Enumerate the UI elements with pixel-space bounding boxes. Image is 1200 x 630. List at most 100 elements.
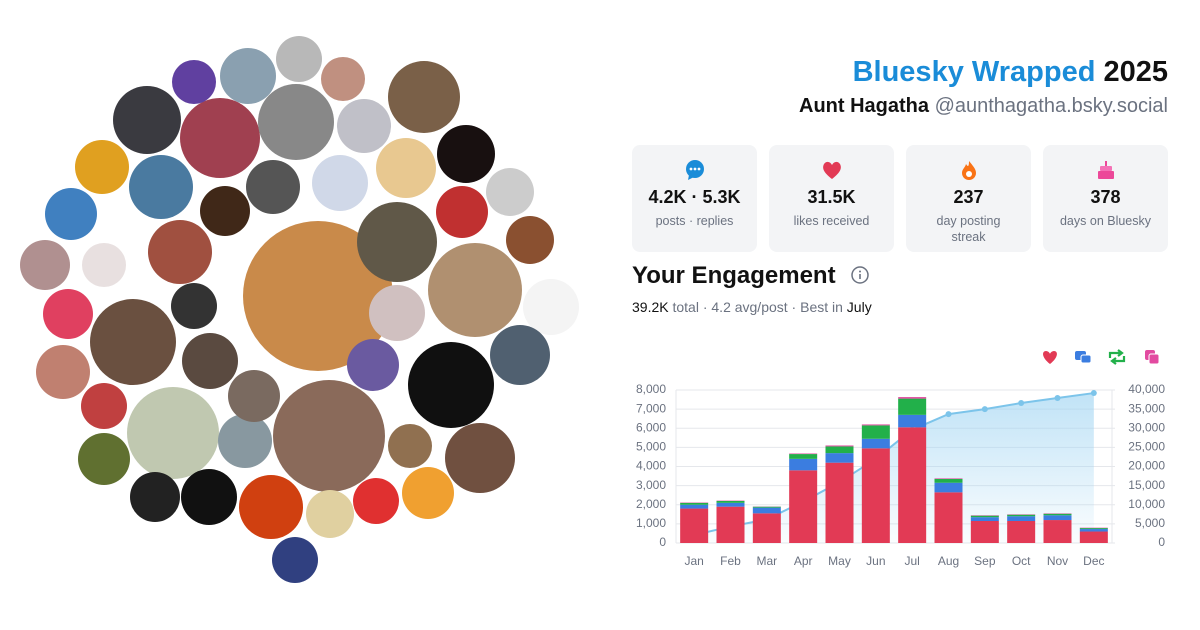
x-tick-label: Nov	[1047, 554, 1068, 568]
bar-segment	[970, 515, 999, 518]
avatar[interactable]	[376, 138, 436, 198]
avatar[interactable]	[182, 333, 238, 389]
bar-segment	[970, 517, 999, 522]
avatar[interactable]	[273, 380, 385, 492]
avatar[interactable]	[428, 243, 522, 337]
stat-icon	[685, 160, 704, 180]
y-tick-label: 1,000	[636, 516, 666, 530]
bar-segment	[680, 504, 709, 509]
x-tick-label: Dec	[1083, 554, 1104, 568]
point	[763, 516, 770, 523]
avatar[interactable]	[258, 84, 334, 160]
bar-segment	[861, 438, 890, 449]
avatar[interactable]	[357, 202, 437, 282]
x-tick-label: Mar	[756, 554, 777, 568]
avatar[interactable]	[181, 469, 237, 525]
avatar[interactable]	[130, 472, 180, 522]
avatar[interactable]	[437, 125, 495, 183]
y2-tick-label: 0	[1158, 535, 1165, 549]
legend-icon	[1108, 349, 1126, 365]
avatar[interactable]	[388, 61, 460, 133]
line	[693, 392, 1094, 536]
avatar[interactable]	[408, 342, 494, 428]
avatar[interactable]	[148, 220, 212, 284]
avatar[interactable]	[81, 383, 127, 429]
avatar[interactable]	[90, 299, 176, 385]
bar-segment	[861, 425, 890, 439]
avatar[interactable]	[171, 283, 217, 329]
avatar[interactable]	[523, 279, 579, 335]
bar-segment	[825, 453, 854, 463]
avatar[interactable]	[129, 155, 193, 219]
avatar[interactable]	[243, 221, 393, 371]
avatar[interactable]	[436, 186, 488, 238]
avatar[interactable]	[490, 325, 550, 385]
avatar[interactable]	[172, 60, 216, 104]
avatar[interactable]	[312, 155, 368, 211]
bar-segment	[970, 521, 999, 543]
avatar[interactable]	[486, 168, 534, 216]
bar-segment	[898, 397, 927, 399]
avatar[interactable]	[306, 490, 354, 538]
avatar[interactable]	[239, 475, 303, 539]
avatar[interactable]	[43, 289, 93, 339]
avatar[interactable]	[388, 424, 432, 468]
avatar[interactable]	[127, 387, 219, 479]
avatar[interactable]	[218, 414, 272, 468]
avatar[interactable]	[220, 48, 276, 104]
point	[1054, 395, 1061, 402]
avatar[interactable]	[36, 345, 90, 399]
bar-segment	[861, 424, 890, 426]
avatar[interactable]	[20, 240, 70, 290]
info-icon[interactable]	[850, 265, 870, 285]
bar-segment	[752, 507, 781, 514]
y-tick-label: 6,000	[636, 420, 666, 434]
avatar[interactable]	[445, 423, 515, 493]
avatar[interactable]	[75, 140, 129, 194]
legend-icon	[1075, 351, 1086, 360]
avatar[interactable]	[228, 370, 280, 422]
avatar[interactable]	[45, 188, 97, 240]
y2-tick-label: 40,000	[1128, 382, 1165, 396]
avatar[interactable]	[200, 186, 250, 236]
avatar[interactable]	[276, 36, 322, 82]
stat-card: 4.2K · 5.3K posts · replies	[632, 145, 757, 252]
avatar[interactable]	[337, 99, 391, 153]
y2-tick-label: 35,000	[1128, 401, 1165, 415]
avatar[interactable]	[402, 467, 454, 519]
avatar[interactable]	[180, 98, 260, 178]
bar-segment	[934, 492, 963, 543]
bar-segment	[789, 454, 818, 459]
avatar[interactable]	[321, 57, 365, 101]
avatar[interactable]	[347, 339, 399, 391]
y-tick-label: 5,000	[636, 440, 666, 454]
avatar[interactable]	[78, 433, 130, 485]
x-tick-label: Jan	[684, 554, 703, 568]
x-tick-label: May	[828, 554, 851, 568]
avatar[interactable]	[506, 216, 554, 264]
avatar[interactable]	[369, 285, 425, 341]
avatar[interactable]	[353, 478, 399, 524]
handle: @aunthagatha.bsky.social	[934, 95, 1168, 117]
total: 39.2K	[632, 299, 669, 315]
user: Aunt Hagatha @aunthagatha.bsky.social	[799, 95, 1168, 118]
bar-segment	[680, 502, 709, 505]
avatar[interactable]	[113, 86, 181, 154]
bar-segment	[789, 458, 818, 471]
legend-icon	[1080, 354, 1092, 364]
bar-segment	[861, 448, 890, 543]
area	[694, 393, 1094, 543]
y2-tick-label: 30,000	[1128, 420, 1165, 434]
bar-segment	[1079, 531, 1108, 543]
y2-tick-label: 20,000	[1128, 459, 1165, 473]
avatar[interactable]	[246, 160, 300, 214]
stat-card: 237 day posting streak	[906, 145, 1031, 252]
avatar[interactable]	[82, 243, 126, 287]
best-month: July	[846, 299, 872, 315]
avatar[interactable]	[272, 537, 318, 583]
stat-card: 31.5K likes received	[769, 145, 894, 252]
y-tick-label: 3,000	[636, 478, 666, 492]
y-tick-label: 8,000	[636, 382, 666, 396]
bar-segment	[825, 445, 854, 447]
